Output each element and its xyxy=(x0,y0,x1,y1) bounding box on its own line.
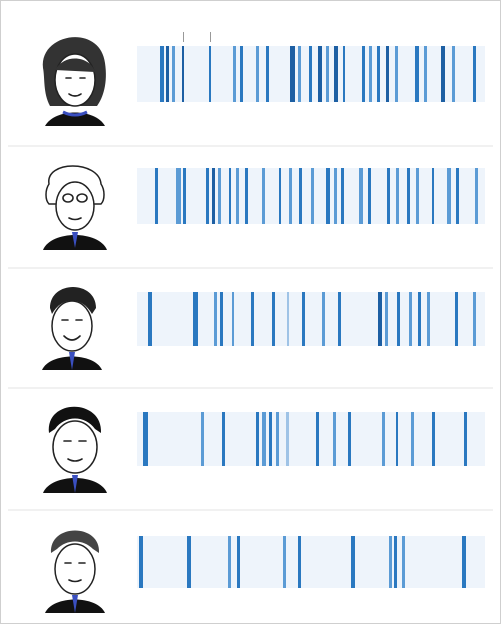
portrait xyxy=(43,406,107,493)
portrait xyxy=(43,165,107,250)
stripe-band xyxy=(137,412,485,466)
row-separators xyxy=(8,145,493,511)
portrait xyxy=(42,287,102,370)
stripe-band xyxy=(137,536,485,588)
portrait xyxy=(42,37,106,126)
stripe-band xyxy=(137,292,485,346)
stripe-band xyxy=(137,168,485,224)
portrait xyxy=(45,530,105,613)
stripe-band xyxy=(137,32,485,102)
